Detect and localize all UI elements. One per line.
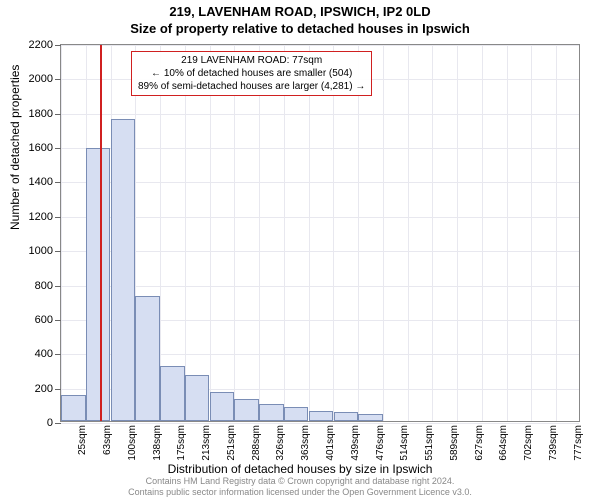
histogram-bar — [358, 414, 382, 421]
y-tick-label: 2200 — [29, 39, 53, 51]
x-tick-label: 175sqm — [176, 425, 187, 461]
y-tick-label: 1400 — [29, 176, 53, 188]
x-tick-label: 702sqm — [523, 425, 534, 461]
grid-line — [457, 45, 458, 421]
y-tick — [55, 423, 61, 424]
y-tick-label: 1600 — [29, 142, 53, 154]
grid-line — [210, 45, 211, 421]
x-tick-label: 514sqm — [399, 425, 410, 461]
grid-line — [61, 45, 579, 46]
page-subtitle: Size of property relative to detached ho… — [0, 19, 600, 36]
page-title: 219, LAVENHAM ROAD, IPSWICH, IP2 0LD — [0, 0, 600, 19]
x-tick-label: 251sqm — [226, 425, 237, 461]
histogram-bar — [185, 375, 209, 421]
x-tick-label: 777sqm — [573, 425, 584, 461]
x-tick-label: 476sqm — [375, 425, 386, 461]
y-tick-label: 600 — [35, 314, 53, 326]
y-tick-label: 1000 — [29, 245, 53, 257]
grid-line — [61, 148, 579, 149]
histogram-bar — [259, 404, 283, 421]
footer-line-2: Contains public sector information licen… — [0, 487, 600, 498]
grid-line — [358, 45, 359, 421]
histogram-bar — [284, 407, 308, 421]
histogram-chart: 0200400600800100012001400160018002000220… — [60, 44, 580, 422]
x-tick-label: 363sqm — [300, 425, 311, 461]
x-tick-label: 63sqm — [102, 425, 113, 455]
y-tick-label: 1200 — [29, 211, 53, 223]
grid-line — [234, 45, 235, 421]
x-tick-label: 589sqm — [449, 425, 460, 461]
grid-line — [160, 45, 161, 421]
histogram-bar — [61, 395, 85, 421]
grid-line — [61, 45, 62, 421]
annotation-line: 89% of semi-detached houses are larger (… — [138, 80, 365, 93]
x-tick-label: 138sqm — [152, 425, 163, 461]
grid-line — [531, 45, 532, 421]
x-tick-label: 551sqm — [424, 425, 435, 461]
grid-line — [309, 45, 310, 421]
x-tick-label: 627sqm — [474, 425, 485, 461]
y-tick-label: 400 — [35, 348, 53, 360]
grid-line — [61, 286, 579, 287]
grid-line — [61, 423, 579, 424]
footer-attribution: Contains HM Land Registry data © Crown c… — [0, 476, 600, 498]
x-tick-label: 25sqm — [77, 425, 88, 455]
x-tick-label: 439sqm — [350, 425, 361, 461]
x-axis-title: Distribution of detached houses by size … — [0, 462, 600, 476]
grid-line — [259, 45, 260, 421]
grid-line — [284, 45, 285, 421]
y-tick-label: 200 — [35, 383, 53, 395]
y-tick-label: 0 — [47, 417, 53, 429]
annotation-callout: 219 LAVENHAM ROAD: 77sqm← 10% of detache… — [131, 51, 372, 96]
histogram-bar — [111, 119, 135, 421]
histogram-bar — [334, 412, 358, 421]
histogram-bar — [309, 411, 333, 421]
histogram-bar — [210, 392, 234, 421]
grid-line — [556, 45, 557, 421]
grid-line — [61, 114, 579, 115]
grid-line — [61, 182, 579, 183]
histogram-bar — [86, 148, 110, 421]
grid-line — [185, 45, 186, 421]
x-tick-label: 739sqm — [548, 425, 559, 461]
x-tick-label: 100sqm — [127, 425, 138, 461]
grid-line — [61, 217, 579, 218]
x-tick-label: 664sqm — [498, 425, 509, 461]
grid-line — [482, 45, 483, 421]
histogram-bar — [135, 296, 159, 421]
annotation-line: 219 LAVENHAM ROAD: 77sqm — [138, 54, 365, 67]
grid-line — [61, 251, 579, 252]
grid-line — [432, 45, 433, 421]
x-tick-label: 288sqm — [251, 425, 262, 461]
grid-line — [507, 45, 508, 421]
x-tick-label: 326sqm — [275, 425, 286, 461]
y-tick-label: 800 — [35, 280, 53, 292]
grid-line — [408, 45, 409, 421]
x-tick-label: 401sqm — [325, 425, 336, 461]
grid-line — [383, 45, 384, 421]
y-tick-label: 1800 — [29, 108, 53, 120]
y-tick-label: 2000 — [29, 73, 53, 85]
annotation-line: ← 10% of detached houses are smaller (50… — [138, 67, 365, 80]
histogram-bar — [234, 399, 258, 421]
y-axis-title: Number of detached properties — [8, 65, 22, 230]
grid-line — [333, 45, 334, 421]
x-tick-label: 213sqm — [201, 425, 212, 461]
histogram-bar — [160, 366, 184, 421]
footer-line-1: Contains HM Land Registry data © Crown c… — [0, 476, 600, 487]
property-marker-line — [100, 45, 102, 421]
